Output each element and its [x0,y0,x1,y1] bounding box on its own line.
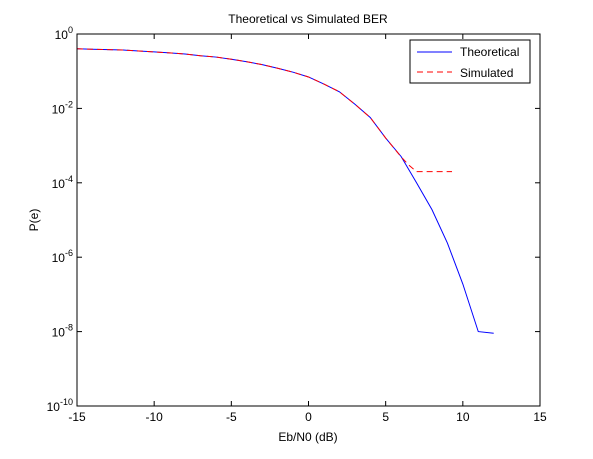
series-layer [76,48,494,334]
x-axis-label: Eb/N0 (dB) [278,430,337,444]
x-tick-label: 0 [305,410,312,424]
legend-label-theoretical: Theoretical [460,45,519,59]
x-tick-label: -15 [68,410,86,424]
x-tick-label: 15 [533,410,547,424]
series-line-simulated [76,48,453,173]
legend-label-simulated: Simulated [460,66,513,80]
x-ticks: -15 -10 -5 0 5 10 15 [68,34,547,424]
y-tick-label: 10-2 [52,99,73,116]
x-tick-label: 5 [382,410,389,424]
legend-box [409,39,531,84]
legend: Theoretical Simulated [409,39,531,84]
y-ticks: 100 10-2 10-4 10-6 10-8 10-10 [47,25,540,414]
y-tick-label: 10-6 [52,248,73,265]
y-tick-label: 10-4 [52,174,73,191]
x-tick-label: -10 [145,410,163,424]
y-axis-label: P(e) [27,209,41,232]
y-tick-label: 10-8 [52,323,73,340]
y-tick-label: 10-10 [47,397,73,414]
plot-area [77,34,540,406]
x-tick-label: -5 [226,410,237,424]
y-tick-label: 100 [55,25,73,42]
series-line-theoretical [76,48,494,334]
x-tick-label: 10 [456,410,470,424]
chart-title: Theoretical vs Simulated BER [228,12,388,26]
